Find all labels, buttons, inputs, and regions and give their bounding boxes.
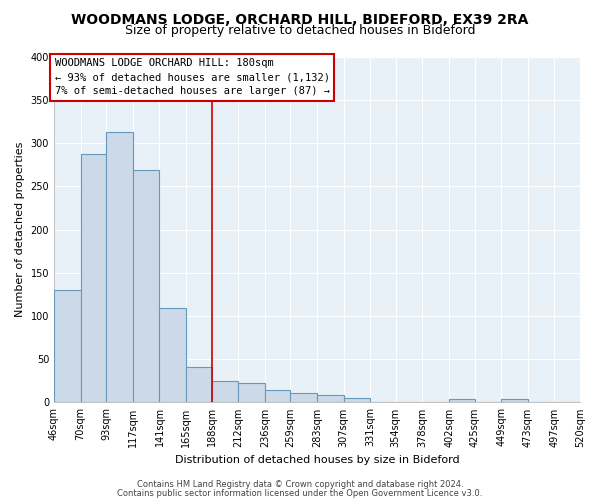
Text: WOODMANS LODGE, ORCHARD HILL, BIDEFORD, EX39 2RA: WOODMANS LODGE, ORCHARD HILL, BIDEFORD, … <box>71 12 529 26</box>
Bar <box>80 154 106 402</box>
Bar <box>290 393 317 402</box>
Text: Contains HM Land Registry data © Crown copyright and database right 2024.: Contains HM Land Registry data © Crown c… <box>137 480 463 489</box>
Bar <box>133 170 160 402</box>
Bar <box>106 132 133 402</box>
Bar <box>265 390 290 402</box>
Bar <box>186 367 212 402</box>
Bar <box>212 381 238 402</box>
Bar <box>449 399 475 402</box>
Bar <box>344 398 370 402</box>
Text: Size of property relative to detached houses in Bideford: Size of property relative to detached ho… <box>125 24 475 37</box>
Bar <box>238 384 265 402</box>
Text: WOODMANS LODGE ORCHARD HILL: 180sqm
← 93% of detached houses are smaller (1,132): WOODMANS LODGE ORCHARD HILL: 180sqm ← 93… <box>55 58 329 96</box>
Bar <box>160 308 186 402</box>
Y-axis label: Number of detached properties: Number of detached properties <box>15 142 25 317</box>
Bar <box>501 399 528 402</box>
Bar <box>317 394 344 402</box>
X-axis label: Distribution of detached houses by size in Bideford: Distribution of detached houses by size … <box>175 455 460 465</box>
Text: Contains public sector information licensed under the Open Government Licence v3: Contains public sector information licen… <box>118 488 482 498</box>
Bar <box>54 290 80 403</box>
